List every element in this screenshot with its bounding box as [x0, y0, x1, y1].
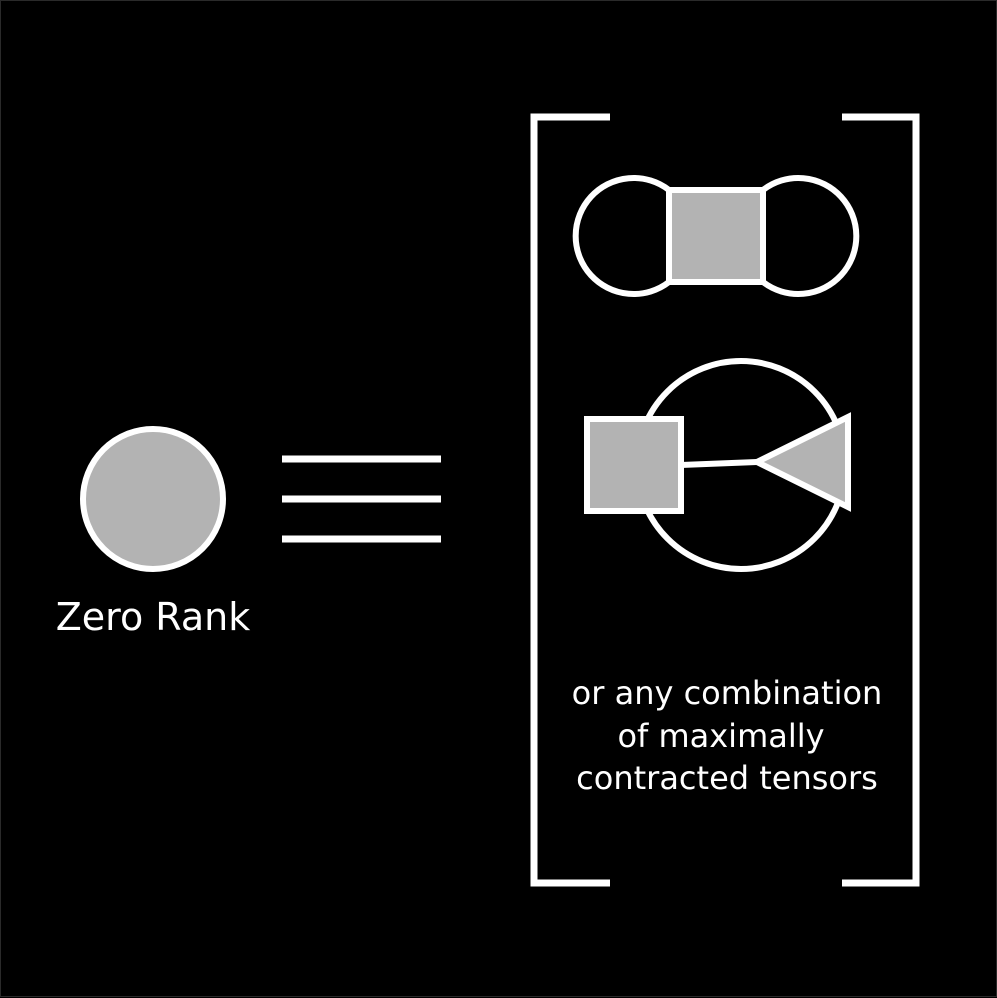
right-bracket [842, 113, 920, 887]
contracted-square-triangle [584, 358, 851, 572]
equivalence-symbol [282, 455, 441, 543]
caption-line-3: contracted tensors [576, 759, 878, 797]
square-tensor-node [666, 187, 766, 285]
square-tensor-node-2 [584, 416, 684, 514]
left-loop [572, 175, 671, 297]
caption-line-2: of maximally [617, 717, 824, 755]
zero-rank-node [80, 426, 226, 572]
caption-line-1: or any combination [572, 674, 883, 712]
left-bracket [530, 113, 610, 887]
contracted-square-loops [572, 175, 860, 297]
right-loop [761, 175, 860, 297]
triangle-tensor-node [750, 412, 851, 512]
zero-rank-label: Zero Rank [56, 595, 250, 639]
connecting-edge [680, 459, 758, 468]
